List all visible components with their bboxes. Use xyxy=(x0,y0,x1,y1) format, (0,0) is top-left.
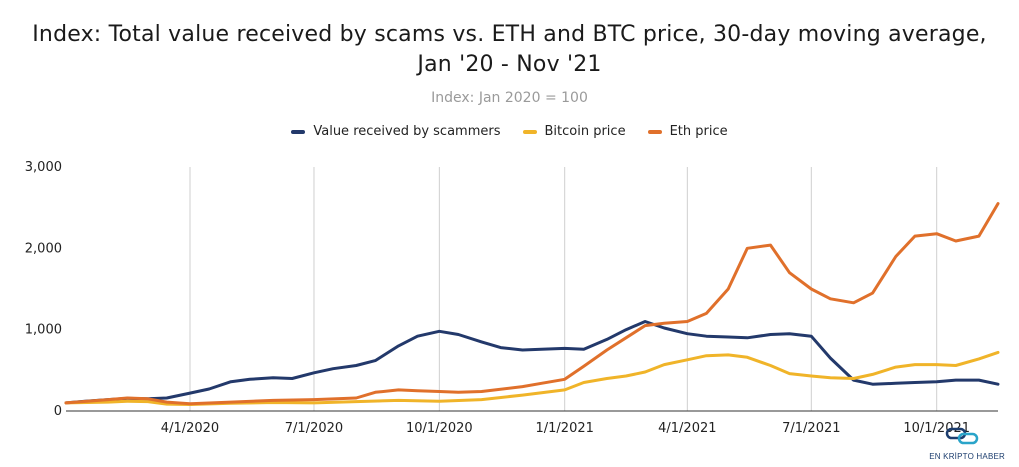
legend-label-eth: Eth price xyxy=(669,124,728,139)
legend-item-bitcoin[interactable]: Bitcoin price xyxy=(522,124,626,139)
x-tick-label: 7/1/2020 xyxy=(285,421,343,436)
x-tick-label: 4/1/2020 xyxy=(161,421,219,436)
legend-item-eth[interactable]: Eth price xyxy=(647,124,728,139)
chart-title-line-2: Jan '20 - Nov '21 xyxy=(417,52,602,77)
x-tick-label: 10/1/2021 xyxy=(903,421,970,436)
legend-swatch-scammers xyxy=(291,129,306,134)
legend-label-scammers: Value received by scammers xyxy=(313,124,501,139)
series-line-2 xyxy=(64,202,1000,406)
x-tick-label: 7/1/2021 xyxy=(782,421,840,436)
x-tick-label: 4/1/2021 xyxy=(658,421,716,436)
legend-item-scammers[interactable]: Value received by scammers xyxy=(291,124,501,139)
chart-subtitle: Index: Jan 2020 = 100 xyxy=(431,90,588,106)
watermark-logo: EN KRİPTO HABER xyxy=(915,425,1005,461)
series-line-1 xyxy=(64,350,1000,406)
chain-link-icon xyxy=(945,427,979,445)
legend-swatch-eth xyxy=(647,129,662,134)
chart-legend: Value received by scammers Bitcoin price… xyxy=(0,124,1019,139)
legend-label-bitcoin: Bitcoin price xyxy=(544,124,626,139)
x-tick-label: 1/1/2021 xyxy=(536,421,594,436)
watermark-text: EN KRİPTO HABER xyxy=(929,452,1005,461)
y-tick-label: 3,000 xyxy=(25,160,62,175)
x-tick-label: 10/1/2020 xyxy=(406,421,473,436)
legend-swatch-bitcoin xyxy=(522,129,537,134)
chart-title-line-1: Index: Total value received by scams vs.… xyxy=(32,22,987,47)
y-tick-label: 0 xyxy=(54,404,62,419)
y-tick-label: 1,000 xyxy=(25,323,62,338)
series-line-0 xyxy=(64,320,1000,405)
y-tick-label: 2,000 xyxy=(25,241,62,256)
